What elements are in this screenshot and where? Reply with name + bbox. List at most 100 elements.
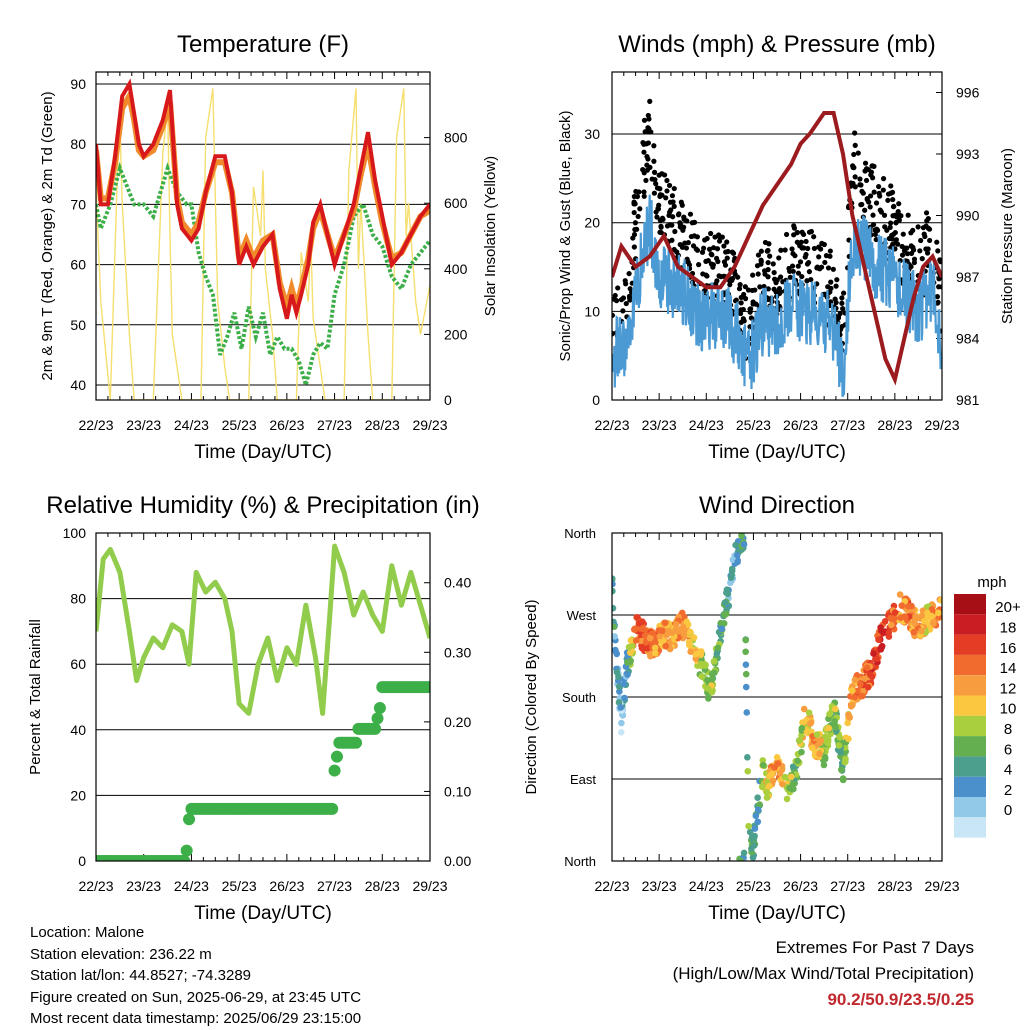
direction-point (663, 631, 670, 639)
direction-point (928, 605, 936, 613)
direction-point (754, 806, 762, 814)
gust-point (737, 282, 743, 288)
station-info: Location: Malone Station elevation: 236.… (30, 922, 361, 1030)
pressure-line (612, 111, 942, 386)
direction-point (877, 624, 884, 631)
gust-point (819, 240, 825, 246)
gust-point (612, 312, 616, 318)
direction-point (864, 683, 872, 691)
direction-point (790, 785, 797, 793)
gust-point (685, 240, 691, 246)
gust-point (873, 236, 879, 243)
direction-point (742, 636, 750, 644)
x-tick-label: 26/23 (783, 878, 818, 894)
x-tick-label: 28/23 (365, 417, 400, 433)
direction-point (673, 621, 680, 628)
direction-point (662, 642, 669, 650)
x-tick-label: 25/23 (736, 417, 771, 433)
gust-point (623, 281, 629, 287)
direction-point (873, 655, 881, 662)
direction-point (644, 645, 651, 652)
direction-point (763, 788, 770, 796)
gust-point (683, 245, 690, 251)
winds-chart: Winds (mph) & Pressure (mb) 22/23 23/23 24/… (557, 31, 1016, 463)
direction-point (633, 637, 640, 644)
direction-point (743, 709, 751, 716)
gust-point (679, 244, 686, 250)
x-tick-label: 25/23 (222, 417, 257, 433)
plot-border (95, 71, 431, 401)
gust-point (679, 202, 685, 208)
gust-point (899, 252, 906, 258)
precip-point (373, 701, 386, 714)
gust-point (867, 193, 874, 199)
y-right-tick-label: 400 (444, 261, 468, 277)
gust-point (806, 269, 813, 275)
direction-point (758, 783, 766, 791)
direction-point (617, 704, 625, 711)
gust-point (822, 259, 828, 266)
direction-point (734, 558, 741, 566)
winds-title: Winds (mph) & Pressure (mb) (618, 31, 935, 58)
gust-point (924, 250, 931, 256)
gust-point (623, 300, 629, 307)
gust-point (795, 263, 801, 269)
direction-point (752, 812, 760, 820)
gust-point (904, 251, 911, 257)
direction-y-axis-label: Direction (Colored By Speed) (523, 599, 540, 794)
temp-2m-line (96, 78, 430, 321)
direction-point (776, 770, 784, 777)
gust-point (742, 296, 749, 302)
gust-point (801, 245, 807, 251)
direction-point (863, 664, 871, 671)
x-tick-label: 23/23 (642, 417, 677, 433)
direction-point (835, 742, 843, 749)
direction-point (836, 734, 844, 741)
direction-point (713, 650, 721, 658)
gust-point (852, 130, 858, 136)
gust-point (890, 196, 896, 203)
colorbar-swatch (954, 817, 986, 838)
direction-point (754, 818, 762, 826)
direction-point (626, 658, 634, 666)
gust-point (666, 182, 673, 189)
y-right-tick-label: 0.10 (444, 783, 471, 799)
direction-point (763, 794, 771, 801)
y-tick-label: East (570, 772, 596, 787)
gust-point (758, 248, 764, 254)
direction-point (637, 637, 645, 645)
gust-point (627, 286, 633, 292)
extremes-values: 90.2/50.9/23.5/0.25 (827, 990, 974, 1009)
gust-point (719, 234, 725, 240)
gust-point (806, 229, 813, 235)
gust-point (905, 212, 911, 218)
y-right-tick-label: 200 (444, 326, 468, 342)
gust-point (620, 308, 626, 314)
gust-point (740, 306, 746, 313)
gust-point (715, 258, 721, 265)
gust-point (631, 209, 637, 216)
y-right-tick-label: 600 (444, 195, 468, 211)
colorbar-swatch (954, 776, 986, 797)
colorbar-title: mph (977, 574, 1006, 591)
y-right-tick-label: 0.30 (444, 644, 471, 660)
gust-point (669, 193, 676, 199)
direction-point (822, 737, 830, 745)
direction-point (732, 541, 739, 549)
gust-point (898, 213, 904, 219)
precip-point (369, 722, 382, 735)
direction-point (896, 591, 904, 598)
gust-point (934, 239, 940, 245)
direction-point (845, 735, 852, 743)
direction-point (751, 825, 759, 832)
direction-point (841, 758, 849, 766)
direction-point (935, 609, 942, 617)
gust-point (778, 247, 784, 253)
colorbar-label: 6 (1004, 741, 1012, 758)
gust-point (893, 220, 899, 226)
station-elevation: Station elevation: 236.22 m (30, 945, 212, 963)
direction-point (612, 623, 618, 630)
y-right-tick-label: 0.00 (444, 853, 471, 869)
x-tick-label: 25/23 (736, 878, 771, 894)
direction-point (789, 763, 797, 770)
